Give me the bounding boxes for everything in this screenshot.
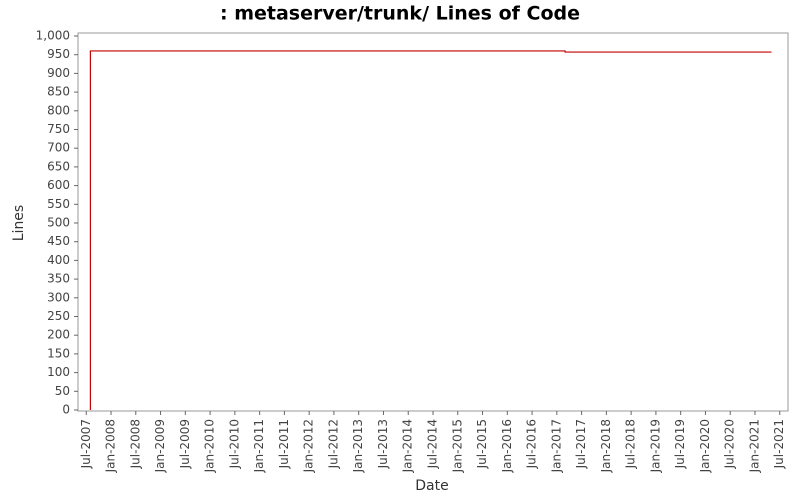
- x-tick-label: Jan-2011: [252, 419, 266, 473]
- x-tick-label: Jul-2012: [326, 419, 340, 469]
- x-tick-label: Jul-2019: [673, 419, 687, 469]
- x-tick-label: Jul-2008: [128, 419, 142, 469]
- chart-title: : metaserver/trunk/ Lines of Code: [220, 3, 580, 25]
- x-tick-label: Jan-2012: [302, 419, 316, 473]
- x-tick-label: Jan-2009: [153, 419, 167, 473]
- x-tick-label: Jan-2018: [599, 419, 613, 473]
- x-tick-label: Jul-2017: [574, 419, 588, 469]
- plot-area: [77, 32, 789, 412]
- x-tick-label: Jan-2020: [698, 419, 712, 473]
- y-tick-label: 650: [47, 159, 70, 173]
- y-tick-label: 1,000: [36, 29, 70, 43]
- y-tick-label: 200: [47, 328, 70, 342]
- y-tick-label: 250: [47, 309, 70, 323]
- x-axis-label: Date: [415, 478, 448, 494]
- x-tick-label: Jul-2016: [525, 419, 539, 469]
- y-tick-label: 50: [55, 384, 70, 398]
- y-tick-label: 600: [47, 178, 70, 192]
- x-tick-label: Jan-2014: [401, 419, 415, 473]
- x-tick-label: Jul-2021: [772, 419, 786, 469]
- y-tick-label: 850: [47, 85, 70, 99]
- y-tick-label: 950: [47, 47, 70, 61]
- y-tick-label: 750: [47, 122, 70, 136]
- x-tick-label: Jul-2007: [79, 419, 93, 469]
- x-tick-label: Jan-2017: [549, 419, 563, 473]
- x-tick-label: Jul-2010: [227, 419, 241, 469]
- y-tick-label: 800: [47, 103, 70, 117]
- x-tick-label: Jul-2014: [426, 419, 440, 469]
- x-tick-label: Jan-2021: [747, 419, 761, 473]
- y-axis-label: Lines: [11, 205, 27, 241]
- y-tick-label: 0: [62, 403, 70, 417]
- y-tick-label: 300: [47, 290, 70, 304]
- x-tick-label: Jan-2013: [351, 419, 365, 473]
- data-line: [89, 50, 772, 410]
- x-tick-label: Jan-2010: [203, 419, 217, 473]
- x-tick-label: Jul-2015: [475, 419, 489, 469]
- y-tick-label: 150: [47, 346, 70, 360]
- x-tick-label: Jul-2013: [376, 419, 390, 469]
- x-tick-label: Jul-2009: [178, 419, 192, 469]
- x-tick-label: Jan-2019: [648, 419, 662, 473]
- y-tick-label: 350: [47, 272, 70, 286]
- x-tick-label: Jan-2016: [500, 419, 514, 473]
- y-tick-label: 100: [47, 365, 70, 379]
- x-tick-label: Jul-2018: [624, 419, 638, 469]
- y-tick-label: 400: [47, 253, 70, 267]
- x-tick-label: Jul-2011: [277, 419, 291, 469]
- y-tick-label: 450: [47, 234, 70, 248]
- y-tick-label: 550: [47, 197, 70, 211]
- y-tick-label: 700: [47, 141, 70, 155]
- x-tick-label: Jan-2015: [450, 419, 464, 473]
- y-tick-label: 500: [47, 216, 70, 230]
- y-tick-label: 900: [47, 66, 70, 80]
- x-tick-label: Jan-2008: [104, 419, 118, 473]
- x-tick-label: Jul-2020: [723, 419, 737, 469]
